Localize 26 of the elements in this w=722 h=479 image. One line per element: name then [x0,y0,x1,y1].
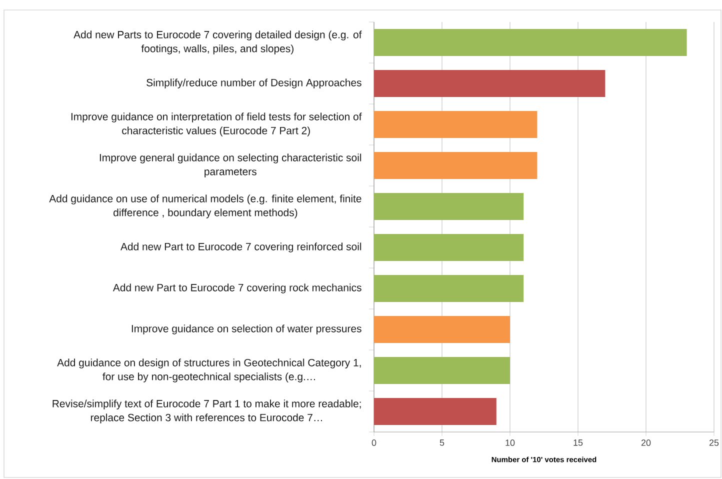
x-tick-label: 10 [506,440,515,446]
x-tick-label: 0 [372,440,376,446]
bar [374,29,687,56]
y-tick-label: Add new Parts to Eurocode 7 covering detailed design (e.g. of footings, walls, piles, and slopes) [74,30,362,54]
y-tick-label: Add new Part to Eurocode 7 covering reinforced soil [120,242,362,252]
y-tick-label: Add new Part to Eurocode 7 covering rock mechanics [112,284,362,294]
bar [374,234,524,262]
y-tick-label: Add guidance on design of structures in Geotechnical Category 1, for use by non-geotechnical specialists (e.g.… [57,358,361,382]
y-tick-label: Revise/simplify text of Eurocode 7 Part 1 to make it more readable; replace Section 3 with references to Eurocode 7… [52,400,361,424]
bar [374,275,524,302]
y-tick-label: Improve guidance on selection of water pressures [132,324,362,334]
x-tick-label: 5 [440,440,444,446]
y-tick-label: Improve guidance on interpretation of field tests for selection of characteristic values (Eurocode 7 Part 2) [71,112,362,136]
bar [374,398,496,426]
y-tick-label: Add guidance on use of numerical models (e.g. finite element, finite difference , boundary element methods) [49,194,362,218]
bar [374,193,524,220]
bar [374,111,538,138]
bar [374,316,510,344]
bar [374,70,606,98]
y-tick-label: Improve general guidance on selecting characteristic soil parameters [100,154,362,178]
bar [374,357,510,384]
y-tick-label: Simplify/reduce number of Design Approaches [146,78,362,88]
x-tick-label: 25 [709,440,719,446]
x-tick-label: 20 [641,440,651,446]
x-tick-label: 15 [574,440,583,446]
bar [374,152,538,180]
